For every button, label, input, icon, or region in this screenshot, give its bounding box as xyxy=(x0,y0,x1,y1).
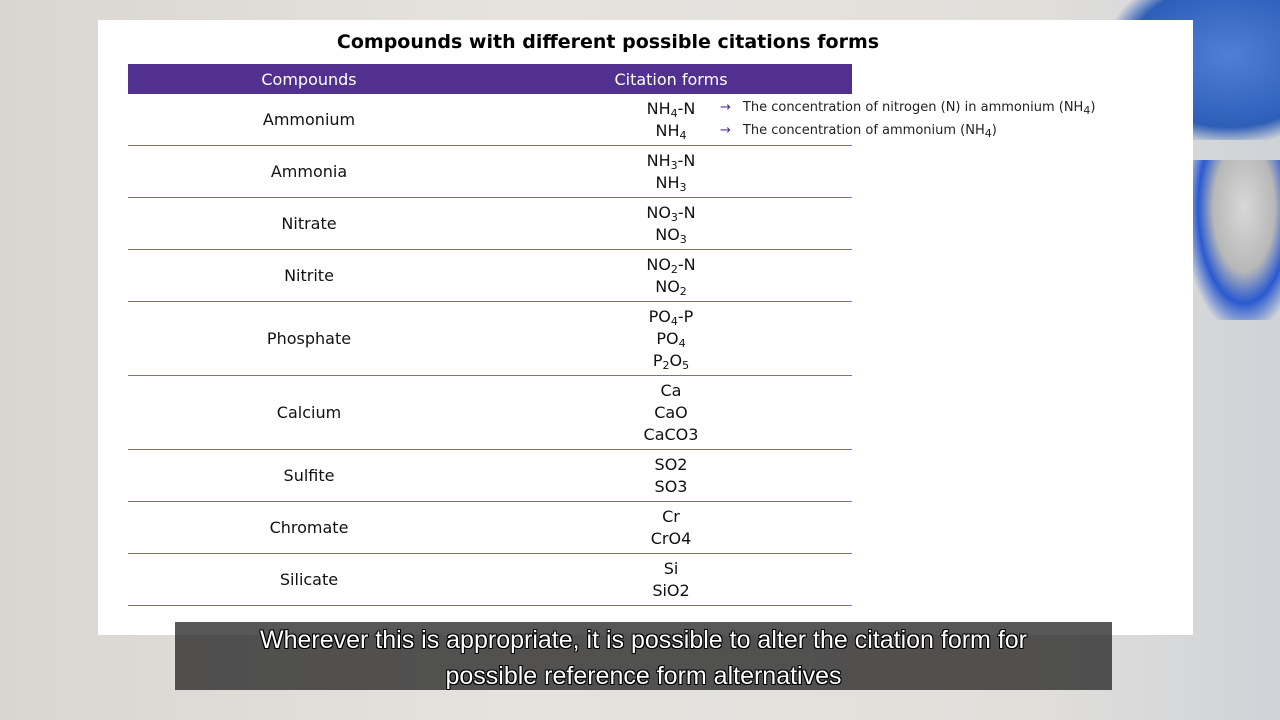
citation-forms: PO4-P PO4 P2O5 xyxy=(490,306,852,372)
citation-form: SiO2 xyxy=(652,580,690,600)
table-row: Sulfite SO2 SO3 xyxy=(128,450,852,502)
citation-form: NH4 xyxy=(655,120,687,142)
subtitle-line-1: Wherever this is appropriate, it is poss… xyxy=(260,626,1027,654)
table-row: Nitrite NO2-N NO2 xyxy=(128,250,852,302)
compound-name: Chromate xyxy=(269,518,349,537)
citation-form: NO3-N xyxy=(646,202,696,224)
arrow-icon: → xyxy=(720,100,731,115)
table-row: Ammonia NH3-N NH3 xyxy=(128,146,852,198)
citation-forms: NH4-N NH4 xyxy=(490,98,852,142)
bottle-background xyxy=(1190,160,1280,320)
compound-name: Ammonium xyxy=(262,110,356,129)
compound-name: Ammonia xyxy=(270,162,348,181)
arrow-icon: → xyxy=(720,123,731,138)
citation-form: P2O5 xyxy=(652,350,690,372)
slide-title: Compounds with different possible citati… xyxy=(336,31,880,53)
table-row: Phosphate PO4-P PO4 P2O5 xyxy=(128,302,852,376)
citation-forms: Cr CrO4 xyxy=(490,506,852,550)
note-nh4: → The concentration of ammonium (NH4) xyxy=(720,123,997,140)
citation-forms: NO2-N NO2 xyxy=(490,254,852,298)
header-compounds: Compounds xyxy=(261,69,357,89)
citation-form: NO2-N xyxy=(646,254,696,276)
citation-form: Si xyxy=(663,558,679,578)
citation-form: NH3-N xyxy=(646,150,696,172)
note-nh4-n: → The concentration of nitrogen (N) in am… xyxy=(720,100,1096,117)
citation-form: PO4-P xyxy=(648,306,694,328)
subtitle-line-2: possible reference form alternatives xyxy=(445,662,842,690)
citation-form: NH4-N xyxy=(646,98,696,120)
citation-form: SO3 xyxy=(654,476,688,496)
citation-form: PO4 xyxy=(656,328,686,350)
slide: Compounds with different possible citati… xyxy=(98,20,1193,635)
citation-form: CrO4 xyxy=(650,528,692,548)
compound-name: Calcium xyxy=(276,403,342,422)
citation-form: CaO xyxy=(654,402,688,422)
citation-forms: Si SiO2 xyxy=(490,558,852,602)
citation-forms: Ca CaO CaCO3 xyxy=(490,380,852,446)
table-row: Ammonium NH4-N NH4 xyxy=(128,94,852,146)
header-citation-forms: Citation forms xyxy=(614,69,728,89)
table-header: Compounds Citation forms xyxy=(128,64,852,94)
citation-form: Cr xyxy=(662,506,680,526)
citation-form: NO2 xyxy=(655,276,687,298)
table-row: Chromate Cr CrO4 xyxy=(128,502,852,554)
compound-name: Silicate xyxy=(279,570,339,589)
citation-forms: NH3-N NH3 xyxy=(490,150,852,194)
citation-form: NH3 xyxy=(655,172,687,194)
citation-form: NO3 xyxy=(655,224,687,246)
table-row: Nitrate NO3-N NO3 xyxy=(128,198,852,250)
table-row: Silicate Si SiO2 xyxy=(128,554,852,606)
citation-form: CaCO3 xyxy=(643,424,699,444)
citation-forms: SO2 SO3 xyxy=(490,454,852,498)
compound-name: Sulfite xyxy=(283,466,335,485)
citation-table: Compounds Citation forms Ammonium NH4-N NH… xyxy=(128,64,852,606)
citation-form: Ca xyxy=(660,380,682,400)
table-row: Calcium Ca CaO CaCO3 xyxy=(128,376,852,450)
compound-name: Nitrite xyxy=(284,266,334,285)
video-subtitle: Wherever this is appropriate, it is poss… xyxy=(175,622,1112,690)
compound-name: Nitrate xyxy=(281,214,337,233)
citation-form: SO2 xyxy=(654,454,688,474)
compound-name: Phosphate xyxy=(266,329,352,348)
citation-forms: NO3-N NO3 xyxy=(490,202,852,246)
